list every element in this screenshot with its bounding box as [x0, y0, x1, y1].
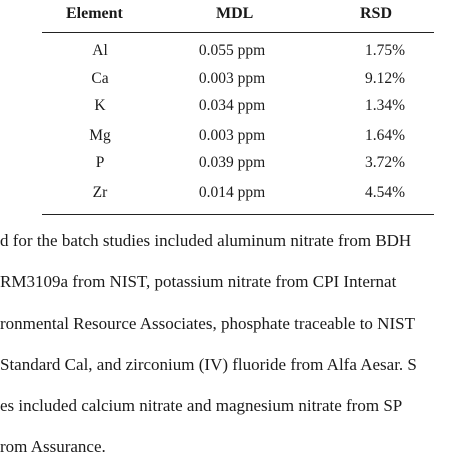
header-rsd: RSD: [360, 5, 393, 22]
header-mdl: MDL: [216, 5, 254, 22]
cell-rsd: 1.64%: [364, 127, 406, 144]
header-element: Element: [66, 5, 123, 22]
paragraph-line: rom Assurance.: [0, 437, 106, 456]
cell-element: Zr: [92, 184, 108, 201]
paragraph-line: d for the batch studies included aluminu…: [0, 231, 412, 250]
cell-element: Mg: [89, 127, 111, 144]
cell-rsd: 4.54%: [364, 184, 406, 201]
table-row: K 0.034 ppm 1.34%: [42, 94, 434, 118]
cell-element: Al: [92, 42, 108, 59]
paragraph-line: RM3109a from NIST, potassium nitrate fro…: [0, 272, 397, 291]
cell-mdl: 0.034 ppm: [198, 97, 266, 114]
cell-element: K: [94, 97, 106, 114]
cell-rsd: 9.12%: [364, 70, 406, 87]
table-row: Zr 0.014 ppm 4.54%: [42, 181, 434, 205]
cell-mdl: 0.003 ppm: [198, 127, 266, 144]
data-table: Element MDL RSD Al 0.055 ppm 1.75% Ca 0.…: [42, 0, 434, 215]
cell-rsd: 1.34%: [364, 97, 406, 114]
table-row: Al 0.055 ppm 1.75%: [42, 39, 434, 63]
cell-mdl: 0.055 ppm: [198, 42, 266, 59]
cell-mdl: 0.014 ppm: [198, 184, 266, 201]
table-row: Mg 0.003 ppm 1.64%: [42, 124, 434, 148]
table-body: Al 0.055 ppm 1.75% Ca 0.003 ppm 9.12% K …: [42, 33, 434, 215]
paragraph-line: ronmental Resource Associates, phosphate…: [0, 314, 415, 333]
cell-rsd: 1.75%: [364, 42, 406, 59]
cell-element: Ca: [91, 70, 109, 87]
paragraph-line: Standard Cal, and zirconium (IV) fluorid…: [0, 355, 417, 374]
cell-element: P: [95, 154, 105, 171]
cell-rsd: 3.72%: [364, 154, 406, 171]
table-header: Element MDL RSD: [42, 0, 434, 33]
table-row: P 0.039 ppm 3.72%: [42, 151, 434, 175]
cell-mdl: 0.039 ppm: [198, 154, 266, 171]
table-row: Ca 0.003 ppm 9.12%: [42, 67, 434, 91]
paragraph-line: es included calcium nitrate and magnesiu…: [0, 396, 403, 415]
cell-mdl: 0.003 ppm: [198, 70, 266, 87]
